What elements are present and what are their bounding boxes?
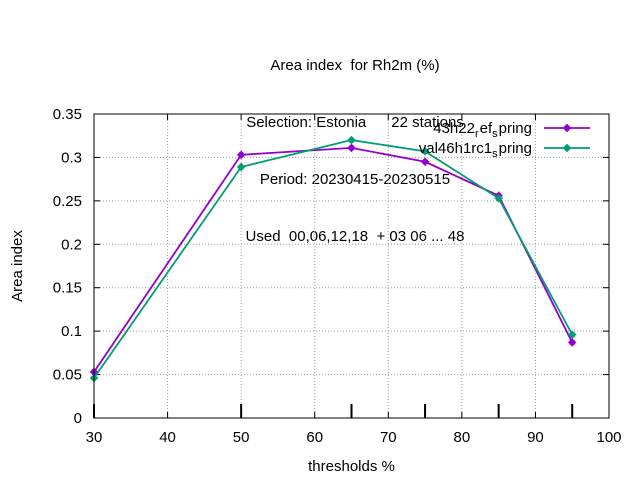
legend-label-1: 43h22refspring bbox=[433, 120, 532, 140]
legend-label-2: val46h1rc1spring bbox=[419, 140, 532, 160]
series-2 bbox=[90, 136, 577, 383]
y-tick-label: 0.25 bbox=[53, 193, 82, 210]
x-tick-label: 50 bbox=[233, 429, 250, 446]
title-line-2: Selection: Estonia 22 stations bbox=[246, 114, 464, 131]
plot-frame bbox=[93, 113, 610, 419]
y-tick-label: 0.2 bbox=[61, 236, 82, 253]
legend-label-part: s bbox=[492, 128, 498, 140]
legend-label-part: pring bbox=[499, 140, 532, 157]
legend-label-part: val46h1rc1 bbox=[419, 140, 492, 157]
y-tick-label: 0.35 bbox=[53, 106, 82, 123]
title-line-4: Used 00,06,12,18 + 03 06 ... 48 bbox=[245, 228, 465, 245]
tick-labels: 0 0.05 0.1 0.15 0.2 0.25 0.3 0.35 30 40 50 60 70 80 90… bbox=[53, 106, 622, 446]
series-line bbox=[93, 139, 574, 379]
data-series bbox=[90, 136, 577, 383]
legend-label-part: r bbox=[475, 128, 479, 140]
x-tick-label: 100 bbox=[596, 429, 621, 446]
y-tick-label: 0.05 bbox=[53, 367, 82, 384]
legend-label-part: ef bbox=[480, 120, 493, 137]
y-axis-label: Area index bbox=[9, 230, 26, 302]
y-tick-label: 0.3 bbox=[61, 149, 82, 166]
x-tick-label: 90 bbox=[527, 429, 544, 446]
x-tick-label: 60 bbox=[306, 429, 323, 446]
x-tick-label: 30 bbox=[86, 429, 103, 446]
x-tick-label: 70 bbox=[380, 429, 397, 446]
y-tick-label: 0.1 bbox=[61, 323, 82, 340]
title-line-3: Period: 20230415-20230515 bbox=[259, 171, 451, 188]
series-1 bbox=[90, 143, 577, 376]
x-axis-label: thresholds % bbox=[308, 458, 395, 475]
x-tick-label: 80 bbox=[454, 429, 471, 446]
legend-label-part: s bbox=[492, 148, 498, 160]
y-tick-label: 0 bbox=[74, 410, 82, 427]
chart-title: Area index for Rh2m (%) Selection: Eston… bbox=[0, 18, 640, 265]
legend-label-part: 43h22 bbox=[433, 120, 475, 137]
x-tick-label: 40 bbox=[159, 429, 176, 446]
y-tick-label: 0.15 bbox=[53, 280, 82, 297]
legend-label-part: pring bbox=[499, 120, 532, 137]
title-line-1: Area index for Rh2m (%) bbox=[270, 57, 440, 74]
series-line bbox=[93, 146, 574, 373]
